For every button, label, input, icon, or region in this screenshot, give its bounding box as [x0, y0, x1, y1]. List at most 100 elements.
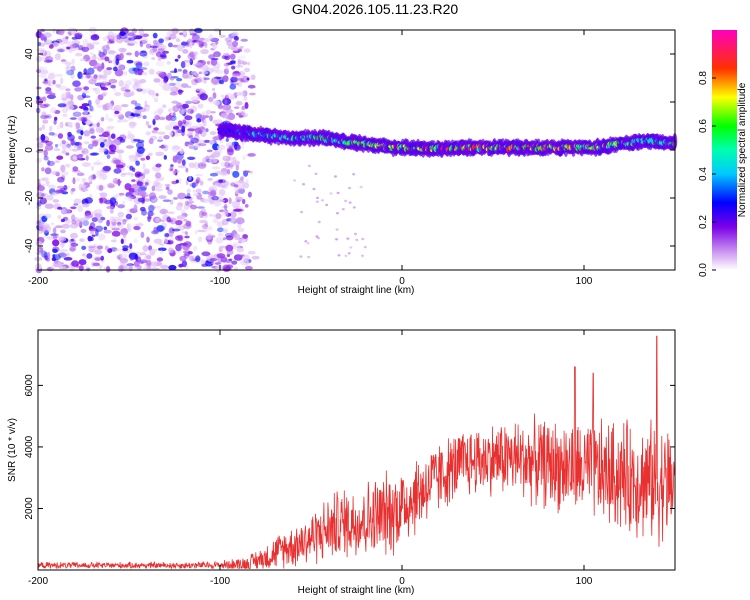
noise-blob [124, 183, 132, 191]
noise-blob [133, 204, 138, 212]
noise-blob [231, 31, 239, 37]
noise-blob [147, 152, 153, 156]
noise-blob [231, 160, 240, 166]
noise-blob [130, 100, 138, 105]
noise-speck [314, 172, 318, 175]
noise-blob [231, 200, 241, 208]
noise-blob [40, 56, 49, 62]
noise-blob [198, 79, 205, 83]
noise-blob [81, 177, 87, 183]
noise-blob [147, 216, 152, 220]
noise-blob [233, 233, 241, 241]
noise-blob [71, 219, 77, 225]
noise-blob [175, 235, 183, 241]
noise-blob [98, 146, 106, 153]
noise-blob [189, 255, 195, 262]
noise-blob [247, 61, 251, 66]
noise-speck [349, 246, 353, 249]
noise-blob [148, 68, 155, 75]
snr-y-tick-label: 2000 [24, 497, 35, 520]
noise-blob [97, 94, 104, 101]
noise-blob [151, 261, 158, 268]
noise-blob [169, 121, 178, 127]
noise-blob [51, 257, 57, 262]
noise-blob [81, 92, 87, 99]
noise-blob [189, 58, 194, 66]
noise-blob [132, 223, 138, 227]
noise-blob [162, 199, 172, 202]
noise-blob [216, 144, 226, 151]
noise-blob [66, 252, 70, 257]
noise-blob [230, 76, 238, 83]
noise-blob [81, 103, 90, 107]
noise-blob [137, 139, 145, 143]
noise-blob [210, 111, 216, 114]
noise-blob [161, 210, 166, 214]
noise-blob [152, 248, 158, 252]
noise-blob [128, 40, 138, 44]
noise-blob [129, 243, 133, 250]
noise-speck [361, 254, 364, 257]
noise-blob [223, 203, 228, 211]
noise-blob [229, 83, 237, 90]
noise-blob [82, 162, 91, 168]
noise-blob [129, 195, 136, 200]
noise-blob [142, 267, 152, 270]
noise-blob [218, 179, 223, 183]
noise-blob [209, 131, 217, 136]
noise-blob [100, 216, 106, 221]
noise-blob [197, 103, 204, 109]
noise-blob [211, 195, 220, 201]
noise-blob [51, 233, 60, 239]
noise-speck [352, 206, 356, 209]
noise-blob [186, 188, 191, 194]
noise-speck [321, 199, 324, 202]
noise-blob [176, 78, 183, 82]
noise-blob [62, 97, 70, 105]
noise-blob [94, 213, 103, 218]
noise-blob [164, 233, 170, 238]
noise-blob [226, 147, 234, 153]
noise-blob [175, 205, 183, 211]
noise-blob [235, 205, 244, 210]
noise-blob [224, 97, 228, 105]
noise-blob [183, 218, 188, 222]
noise-blob [195, 61, 202, 66]
noise-blob [53, 119, 57, 125]
noise-blob [200, 198, 209, 203]
noise-blob [140, 157, 146, 161]
noise-blob [54, 74, 64, 77]
noise-blob [195, 255, 201, 263]
noise-blob [41, 215, 48, 222]
noise-blob [166, 61, 171, 65]
noise-blob [46, 194, 54, 201]
noise-blob [86, 72, 91, 79]
noise-blob [211, 120, 217, 124]
noise-blob [100, 255, 104, 261]
noise-blob [59, 121, 64, 129]
noise-blob [153, 39, 158, 46]
noise-blob [183, 29, 187, 35]
noise-blob [131, 113, 141, 117]
noise-blob [203, 119, 207, 127]
noise-blob [181, 159, 186, 166]
noise-blob [70, 48, 76, 52]
noise-blob [79, 58, 87, 62]
noise-blob [204, 222, 209, 227]
noise-blob [122, 232, 127, 238]
noise-blob [71, 148, 79, 152]
noise-blob [231, 65, 236, 70]
noise-blob [191, 182, 196, 189]
noise-blob [94, 249, 103, 255]
noise-blob [147, 90, 156, 96]
noise-blob [54, 53, 61, 61]
noise-blob [205, 128, 209, 133]
noise-blob [82, 253, 86, 257]
noise-blob [222, 155, 231, 162]
noise-blob [44, 213, 52, 219]
noise-blob [107, 125, 116, 129]
noise-blob [47, 160, 55, 167]
noise-blob [140, 252, 147, 256]
noise-blob [119, 139, 126, 143]
noise-blob [162, 50, 169, 54]
